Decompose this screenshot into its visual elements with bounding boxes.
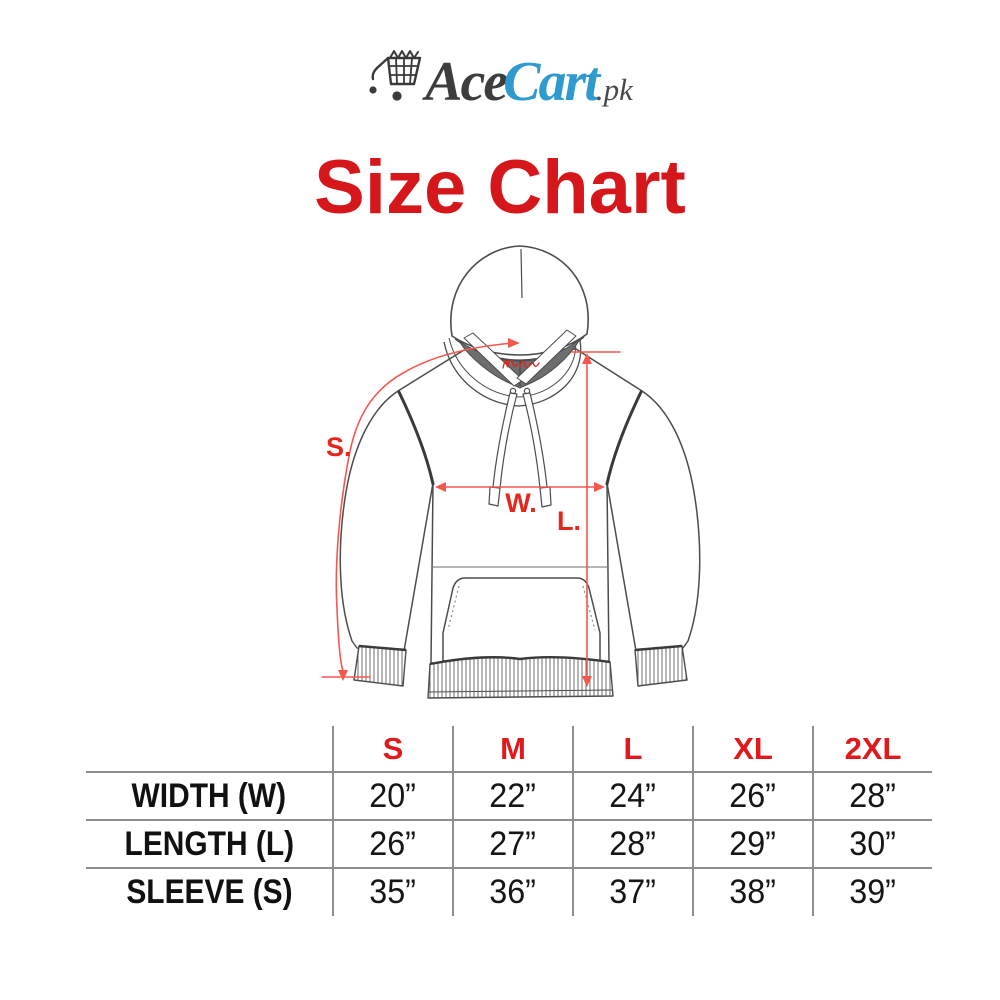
length-s: 26” [332, 819, 453, 868]
sleeve-2xl: 39” [812, 867, 932, 916]
table-row-width: WIDTH (W) 20” 22” 24” 26” 28” [86, 771, 932, 820]
size-table-header-row: S M L XL 2XL [86, 726, 932, 772]
width-xl: 26” [692, 771, 813, 820]
cart-wheel [392, 91, 402, 101]
table-row-length: LENGTH (L) 26” 27” 28” 29” 30” [86, 819, 932, 868]
armhole-seam-left [397, 390, 435, 486]
width-s: 20” [332, 771, 453, 820]
col-header-l: L [572, 726, 693, 772]
brand-domain: .pk [595, 72, 633, 107]
width-l: 24” [572, 771, 693, 820]
sleeve-label: S. [326, 432, 352, 462]
collar-brand-script [502, 359, 540, 369]
brand-logo: AceCart.pk [0, 46, 1000, 110]
width-label: W. [505, 488, 537, 518]
measurement-lines [321, 342, 621, 684]
length-2xl: 30” [812, 819, 932, 868]
length-xl: 29” [692, 819, 813, 868]
kangaroo-pocket [442, 577, 601, 662]
measurement-labels: S. W. L. [326, 432, 581, 536]
hem-ribbing [427, 655, 614, 699]
length-label: L. [557, 506, 581, 536]
col-header-2xl: 2XL [812, 726, 932, 772]
sleeve-l: 37” [572, 867, 693, 916]
collar-v-right [516, 329, 577, 385]
corner-cell [86, 726, 333, 772]
aglet-right [539, 486, 552, 508]
sleeve-xl: 38” [692, 867, 813, 916]
row-label-length: LENGTH (L) [86, 819, 333, 868]
col-header-s: S [332, 726, 453, 772]
brand-name-secondary: Cart [503, 51, 600, 113]
shopping-cart-icon [369, 50, 422, 101]
collar [443, 335, 582, 407]
table-row-sleeve: SLEEVE (S) 35” 36” 37” 38” 39” [86, 867, 932, 916]
hood-crease [520, 248, 523, 299]
col-header-m: M [452, 726, 573, 772]
length-l: 28” [572, 819, 693, 868]
length-m: 27” [452, 819, 573, 868]
brand-name-primary: Ace [425, 51, 508, 113]
armhole-seam-right [605, 390, 643, 486]
cuff-ribbing [353, 644, 688, 687]
width-2xl: 28” [812, 771, 932, 820]
sleeve-measure-line [335, 342, 514, 672]
width-m: 22” [452, 771, 573, 820]
drawstrings [488, 387, 552, 508]
sleeve-m: 36” [452, 867, 573, 916]
size-chart-table: S M L XL 2XL WIDTH (W) 20” 22” 24” 26” 2… [86, 726, 932, 916]
row-label-width: WIDTH (W) [86, 771, 333, 820]
page-title: Size Chart [314, 145, 686, 230]
brand-wordmark: AceCart.pk [425, 54, 633, 110]
hoodie-measurement-diagram: S. W. L. [321, 245, 701, 699]
measurement-arrowheads [338, 338, 605, 687]
col-header-xl: XL [692, 726, 813, 772]
sleeve-s: 35” [332, 867, 453, 916]
row-label-sleeve: SLEEVE (S) [86, 867, 333, 916]
cart-wheel [369, 86, 377, 94]
aglet-left [488, 486, 501, 507]
